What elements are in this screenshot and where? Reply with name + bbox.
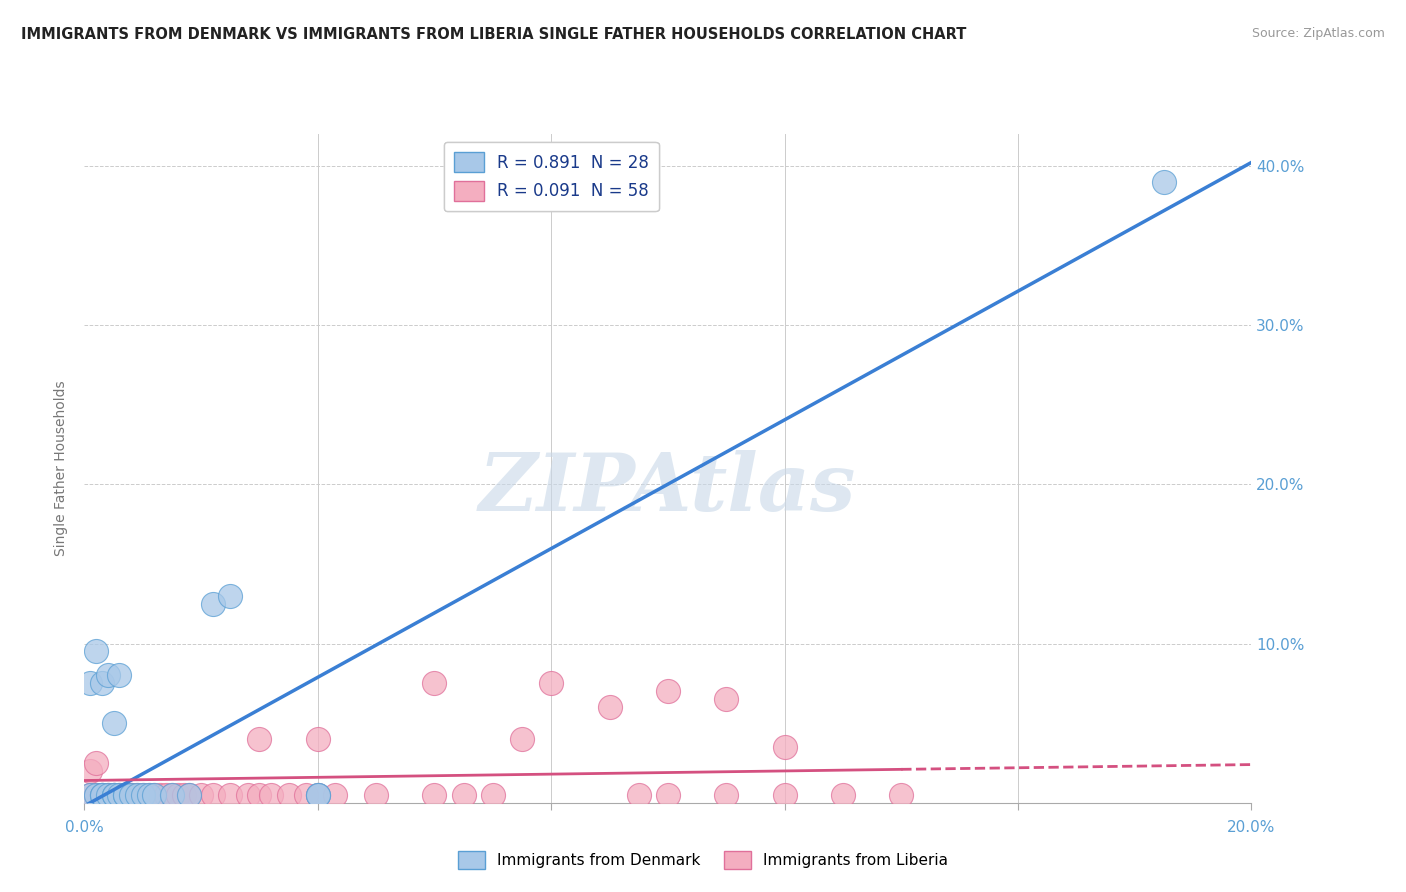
Point xyxy=(160,788,183,802)
Point xyxy=(366,788,388,802)
Point xyxy=(247,788,270,802)
Point xyxy=(79,676,101,690)
Point xyxy=(1153,175,1175,189)
Point xyxy=(90,788,112,802)
Point xyxy=(79,788,101,802)
Text: 20.0%: 20.0% xyxy=(1227,820,1275,835)
Point xyxy=(90,788,112,802)
Point xyxy=(714,692,737,706)
Point xyxy=(103,716,125,731)
Point xyxy=(132,788,155,802)
Point xyxy=(138,788,160,802)
Point xyxy=(307,788,329,802)
Point xyxy=(114,788,136,802)
Point xyxy=(103,788,125,802)
Point xyxy=(97,788,120,802)
Point xyxy=(108,788,131,802)
Text: IMMIGRANTS FROM DENMARK VS IMMIGRANTS FROM LIBERIA SINGLE FATHER HOUSEHOLDS CORR: IMMIGRANTS FROM DENMARK VS IMMIGRANTS FR… xyxy=(21,27,966,42)
Point xyxy=(114,788,136,802)
Point xyxy=(120,788,142,802)
Point xyxy=(890,788,912,802)
Point xyxy=(114,788,136,802)
Point xyxy=(103,788,125,802)
Point xyxy=(307,732,329,747)
Point xyxy=(423,676,446,690)
Point xyxy=(84,644,107,658)
Point xyxy=(103,788,125,802)
Point xyxy=(201,788,224,802)
Point xyxy=(138,788,160,802)
Point xyxy=(120,788,142,802)
Point xyxy=(149,788,172,802)
Point xyxy=(125,788,148,802)
Point xyxy=(307,788,329,802)
Point xyxy=(481,788,505,802)
Point xyxy=(103,788,125,802)
Point xyxy=(84,788,107,802)
Legend: R = 0.891  N = 28, R = 0.091  N = 58: R = 0.891 N = 28, R = 0.091 N = 58 xyxy=(443,142,659,211)
Point xyxy=(599,700,621,714)
Text: ZIPAtlas: ZIPAtlas xyxy=(479,450,856,527)
Point xyxy=(260,788,283,802)
Y-axis label: Single Father Households: Single Father Households xyxy=(55,381,69,556)
Point xyxy=(90,788,112,802)
Point xyxy=(423,788,446,802)
Point xyxy=(540,676,562,690)
Point xyxy=(453,788,475,802)
Point xyxy=(108,668,131,682)
Point xyxy=(90,788,112,802)
Point xyxy=(323,788,346,802)
Point xyxy=(247,732,270,747)
Point xyxy=(84,756,107,770)
Point xyxy=(90,788,112,802)
Point xyxy=(190,788,212,802)
Point xyxy=(108,788,131,802)
Point xyxy=(114,788,136,802)
Point xyxy=(84,788,107,802)
Point xyxy=(155,788,177,802)
Point xyxy=(236,788,259,802)
Point xyxy=(510,732,533,747)
Point xyxy=(84,788,107,802)
Point xyxy=(173,788,195,802)
Point xyxy=(132,788,155,802)
Point xyxy=(160,788,183,802)
Point xyxy=(143,788,166,802)
Point xyxy=(832,788,855,802)
Point xyxy=(627,788,650,802)
Point xyxy=(79,788,101,802)
Point xyxy=(773,788,796,802)
Legend: Immigrants from Denmark, Immigrants from Liberia: Immigrants from Denmark, Immigrants from… xyxy=(451,845,955,875)
Point xyxy=(97,668,120,682)
Point xyxy=(179,788,201,802)
Point xyxy=(295,788,318,802)
Point xyxy=(79,764,101,778)
Point xyxy=(277,788,299,802)
Point xyxy=(90,676,112,690)
Point xyxy=(657,684,679,698)
Point xyxy=(97,788,120,802)
Point xyxy=(166,788,188,802)
Point xyxy=(657,788,679,802)
Point xyxy=(714,788,737,802)
Point xyxy=(120,788,142,802)
Point xyxy=(108,788,131,802)
Point xyxy=(773,740,796,755)
Text: 0.0%: 0.0% xyxy=(65,820,104,835)
Point xyxy=(125,788,148,802)
Point xyxy=(307,788,329,802)
Point xyxy=(103,788,125,802)
Point xyxy=(201,597,224,611)
Point xyxy=(97,788,120,802)
Point xyxy=(179,788,201,802)
Point xyxy=(219,788,242,802)
Point xyxy=(143,788,166,802)
Text: Source: ZipAtlas.com: Source: ZipAtlas.com xyxy=(1251,27,1385,40)
Point xyxy=(219,589,242,603)
